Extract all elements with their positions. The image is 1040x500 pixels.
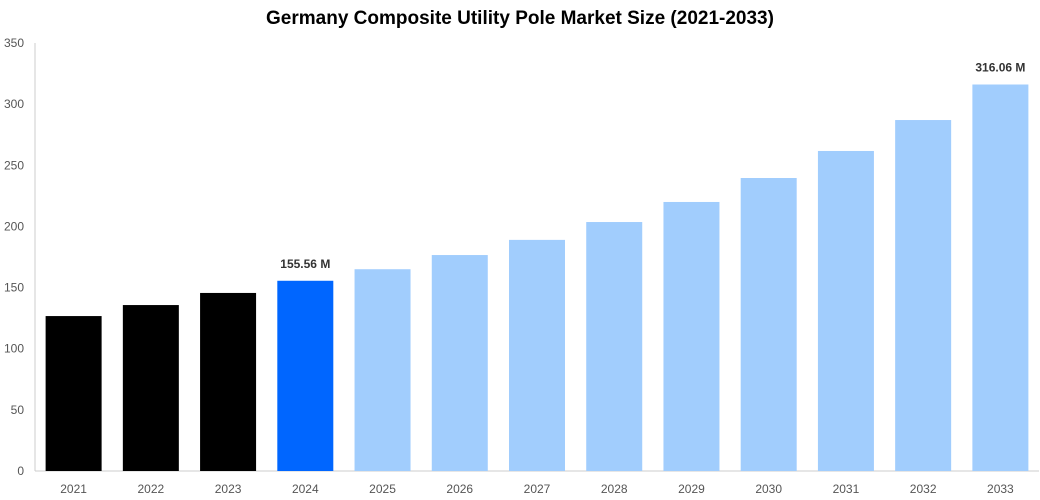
y-tick-label: 150 xyxy=(4,281,24,295)
x-tick-label: 2032 xyxy=(910,482,937,496)
x-tick-label: 2030 xyxy=(755,482,782,496)
y-tick-label: 350 xyxy=(4,36,24,50)
y-tick-label: 100 xyxy=(4,342,24,356)
bar-2028 xyxy=(586,222,643,471)
data-label: 316.06 M xyxy=(975,61,1025,75)
x-tick-label: 2031 xyxy=(833,482,860,496)
chart-title: Germany Composite Utility Pole Market Si… xyxy=(266,8,774,29)
x-tick-label: 2025 xyxy=(369,482,396,496)
bar-2033 xyxy=(972,84,1029,471)
bar-2029 xyxy=(663,201,720,471)
x-tick-label: 2027 xyxy=(524,482,551,496)
y-tick-label: 200 xyxy=(4,219,24,233)
bar-2021 xyxy=(45,316,102,471)
x-tick-label: 2023 xyxy=(215,482,242,496)
x-tick-label: 2029 xyxy=(678,482,705,496)
y-tick-label: 50 xyxy=(11,403,25,417)
bar-2031 xyxy=(817,150,874,472)
x-tick-label: 2024 xyxy=(292,482,319,496)
y-tick-label: 250 xyxy=(4,158,24,172)
y-tick-label: 300 xyxy=(4,97,24,111)
x-tick-label: 2026 xyxy=(446,482,473,496)
bar-2023 xyxy=(200,292,257,471)
bar-2027 xyxy=(509,239,565,471)
data-label: 155.56 M xyxy=(280,257,330,271)
bar-2026 xyxy=(431,255,488,471)
x-tick-label: 2022 xyxy=(137,482,164,496)
x-tick-label: 2021 xyxy=(60,482,87,496)
y-tick-label: 0 xyxy=(17,464,24,478)
x-tick-label: 2033 xyxy=(987,482,1014,496)
bar-2022 xyxy=(122,305,179,471)
bar-2024 xyxy=(277,280,334,471)
bar-2032 xyxy=(895,120,952,471)
bar-2030 xyxy=(740,178,797,472)
bar-2025 xyxy=(354,269,411,471)
x-tick-label: 2028 xyxy=(601,482,628,496)
